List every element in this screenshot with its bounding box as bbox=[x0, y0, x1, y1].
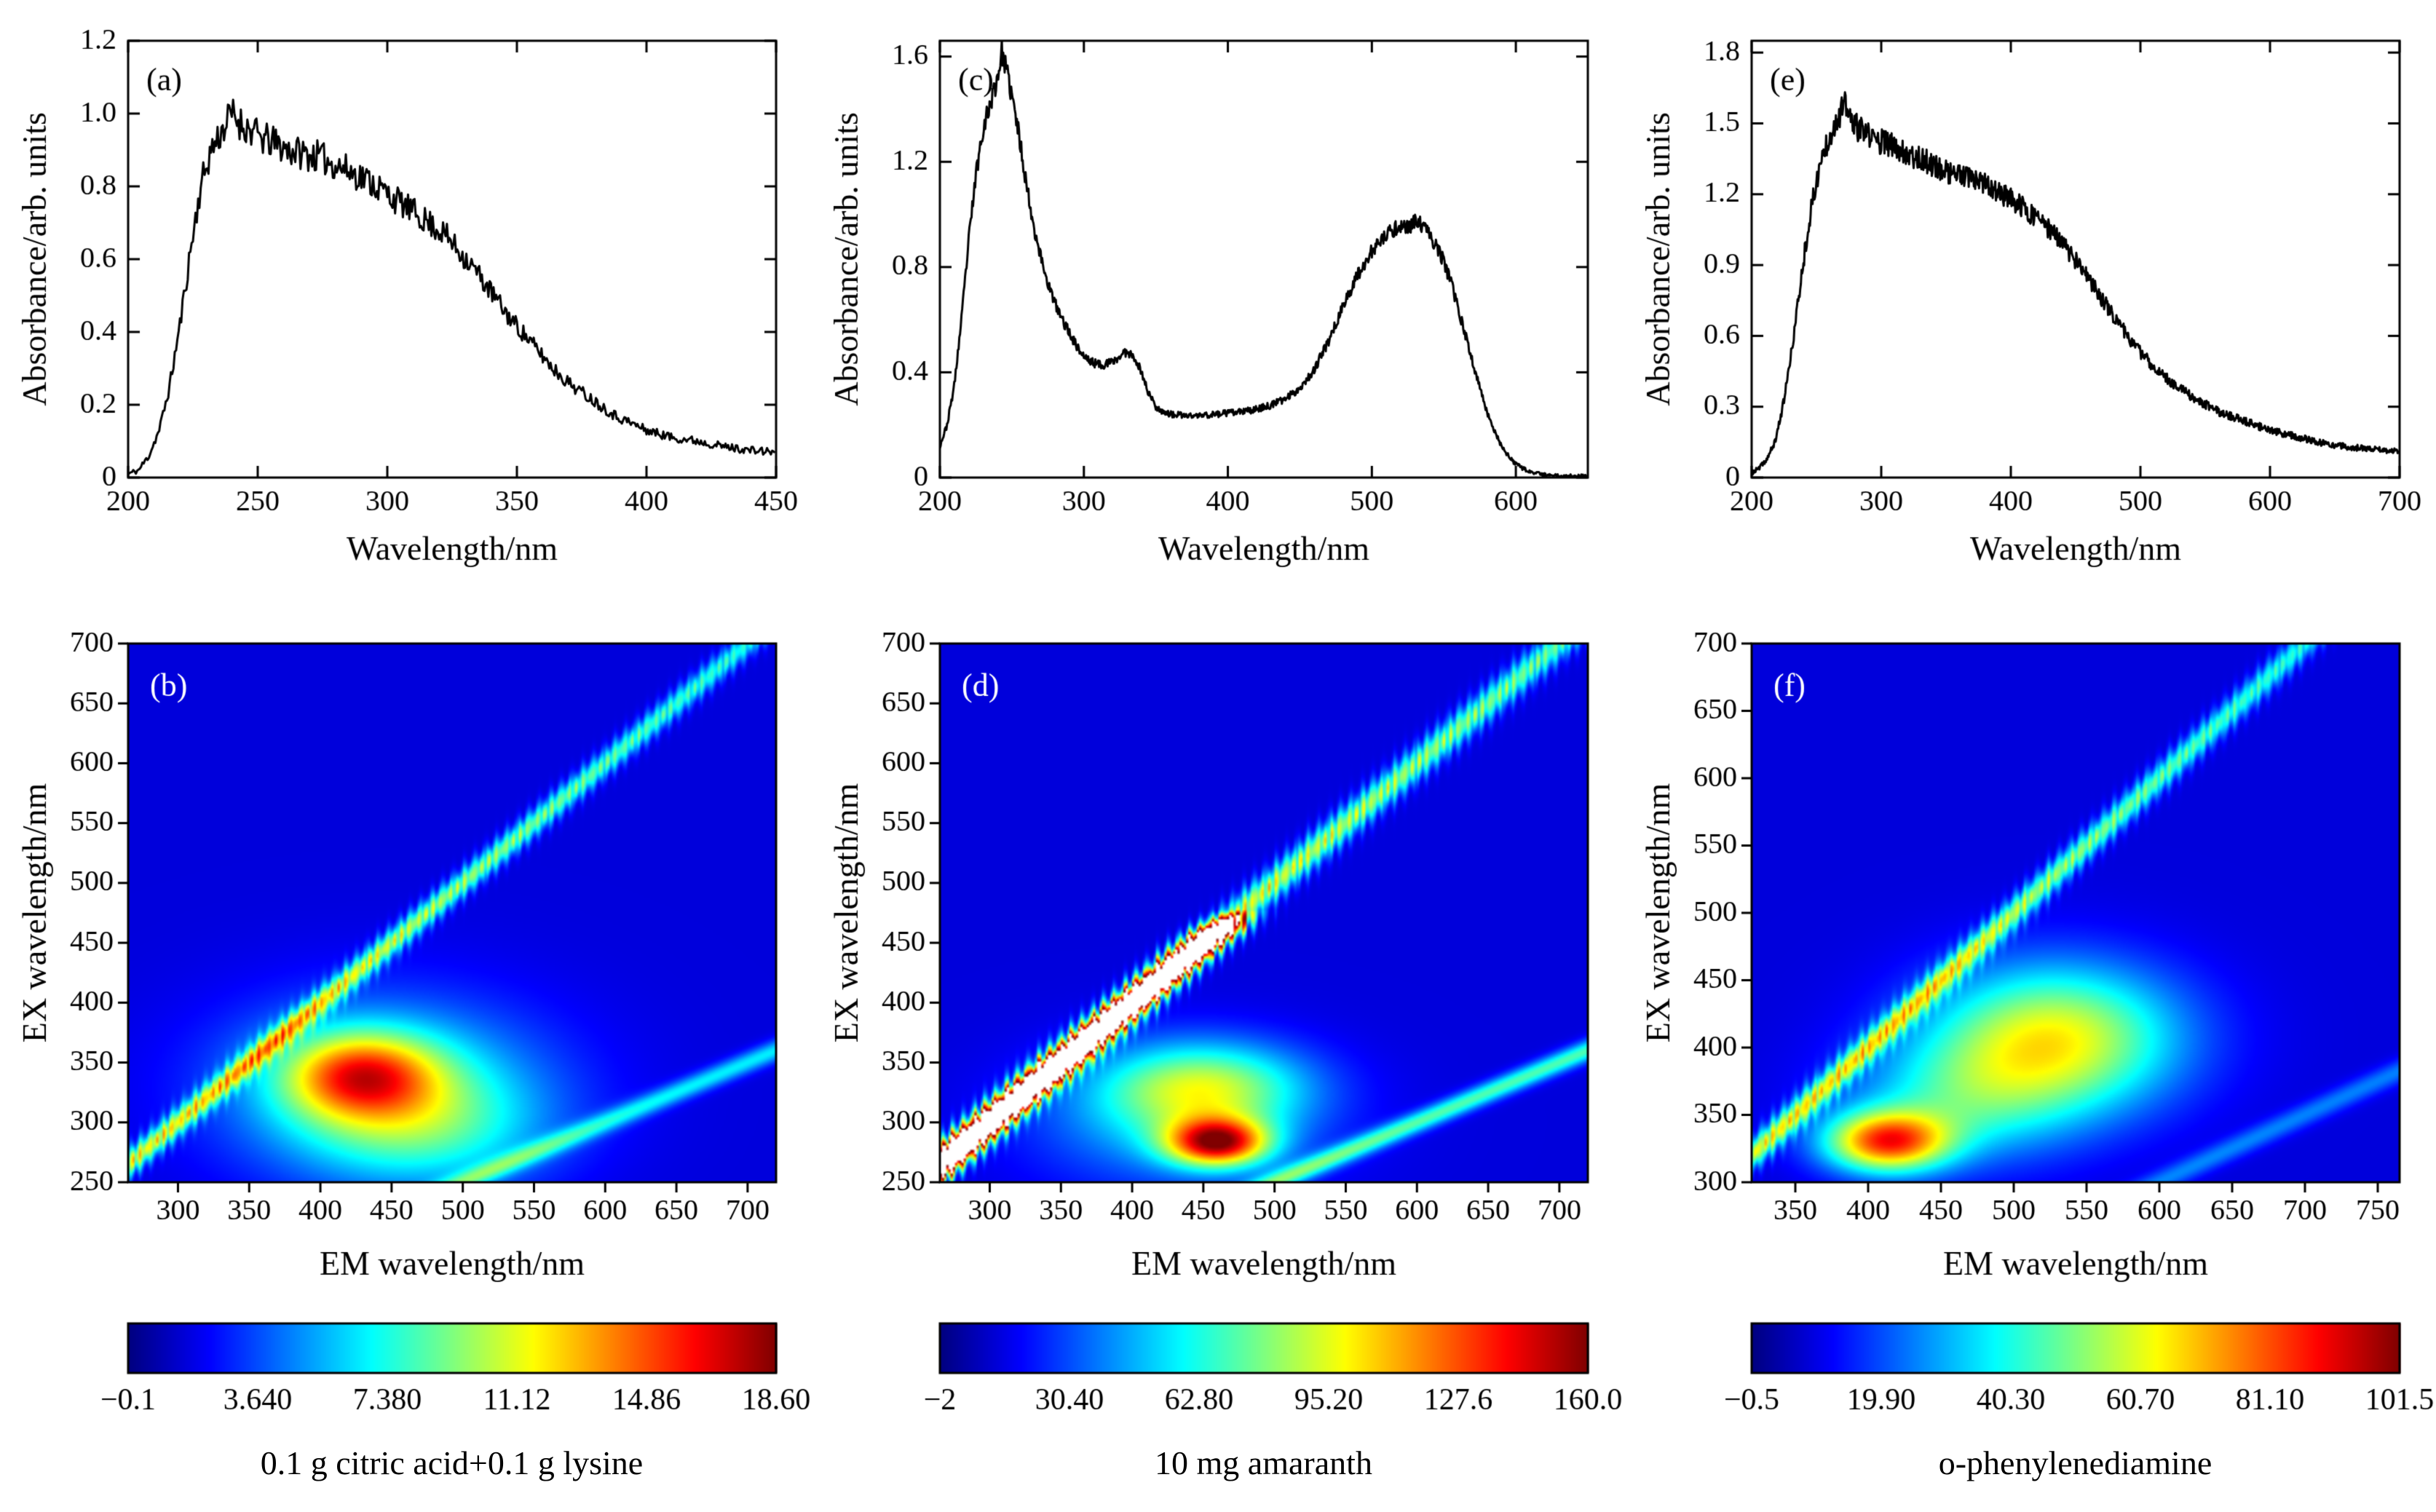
panel-f-colorbar bbox=[1624, 1315, 2436, 1442]
panel-f-sample-label: o-phenylenediamine bbox=[1938, 1444, 2212, 1481]
column-1: 0.1 g citric acid+0.1 g lysine bbox=[0, 12, 812, 1512]
panel-d-sample-label: 10 mg amaranth bbox=[1155, 1444, 1372, 1481]
panel-c-absorbance-spectrum bbox=[812, 12, 1624, 601]
panel-f-eem-heatmap bbox=[1624, 623, 2436, 1315]
panel-d-eem-heatmap bbox=[812, 623, 1624, 1315]
column-3: o-phenylenediamine bbox=[1624, 12, 2436, 1512]
panel-b-sample-label: 0.1 g citric acid+0.1 g lysine bbox=[260, 1444, 644, 1481]
panel-a-absorbance-spectrum bbox=[0, 12, 812, 601]
panel-e-absorbance-spectrum bbox=[1624, 12, 2436, 601]
column-2: 10 mg amaranth bbox=[812, 12, 1624, 1512]
panel-d-colorbar bbox=[812, 1315, 1624, 1442]
panel-b-colorbar bbox=[0, 1315, 812, 1442]
panel-b-eem-heatmap bbox=[0, 623, 812, 1315]
